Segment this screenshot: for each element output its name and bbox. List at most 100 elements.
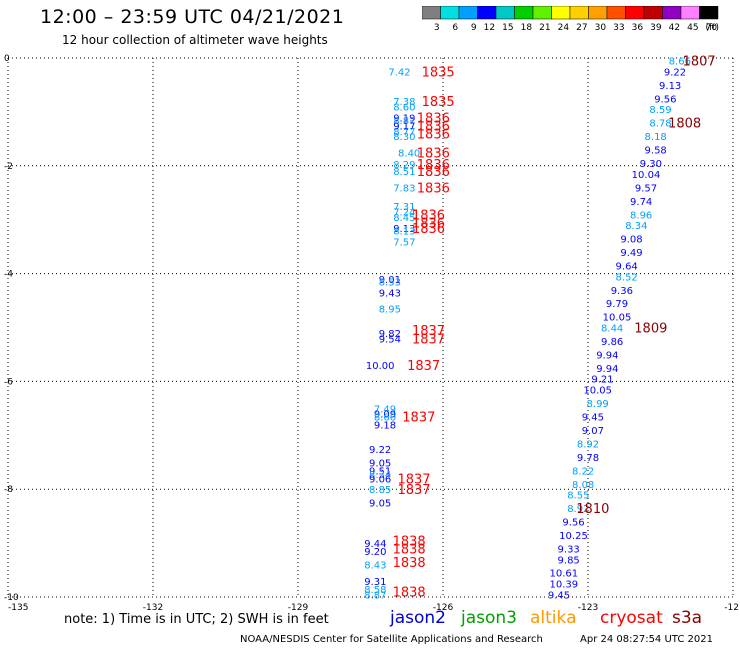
time-label: 1838 xyxy=(393,542,426,557)
chart-subtitle: 12 hour collection of altimeter wave hei… xyxy=(62,33,328,47)
wave-height-point: 8.95 xyxy=(379,305,401,316)
time-label: 1837 xyxy=(402,410,435,425)
wave-height-point: 9.06 xyxy=(369,474,391,485)
colorbar-label: 70 xyxy=(706,23,718,32)
time-label: 1838 xyxy=(393,586,426,601)
wave-height-point: 8.85 xyxy=(369,485,391,496)
wave-height-point: 9.85 xyxy=(558,555,580,566)
time-label: 1810 xyxy=(576,502,609,517)
wave-height-point: 10.04 xyxy=(632,170,661,181)
wave-height-point: 7.24 xyxy=(393,208,415,219)
colorbar-label: 6 xyxy=(452,23,458,32)
wave-height-point: 7.57 xyxy=(393,237,415,248)
wave-height-point: 9.07 xyxy=(582,426,604,437)
time-label: 1807 xyxy=(683,55,716,70)
wave-height-point: 8.60 xyxy=(374,412,396,423)
wave-height-point: 8.22 xyxy=(572,466,594,477)
wave-height-point: 9.31 xyxy=(364,577,386,588)
wave-height-point: 9.45 xyxy=(582,412,604,423)
wave-height-point: 9.21 xyxy=(591,375,613,386)
time-label: 1836 xyxy=(417,158,450,173)
time-label: 1836 xyxy=(412,216,445,231)
time-label: 1837 xyxy=(397,483,430,498)
wave-height-point: 8.34 xyxy=(369,470,391,481)
wave-height-point: 9.05 xyxy=(369,458,391,469)
wave-height-point: 9.79 xyxy=(606,299,628,310)
wave-height-point: 9.86 xyxy=(601,337,623,348)
wave-height-point: 10.39 xyxy=(550,580,579,591)
y-tick-label: 0 xyxy=(4,54,10,64)
legend-jason3: jason3 xyxy=(461,608,517,628)
wave-height-point: 9.74 xyxy=(630,197,652,208)
wave-height-point: 8.66 xyxy=(669,57,691,68)
time-label: 1836 xyxy=(412,222,445,237)
footer-timestamp: Apr 24 08:27:54 UTC 2021 xyxy=(580,634,713,645)
colorbar-label: 15 xyxy=(502,23,513,32)
time-label: 1837 xyxy=(412,324,445,339)
colorbar-swatch xyxy=(699,6,719,20)
wave-height-point: 8.45 xyxy=(393,213,415,224)
colorbar-label: 12 xyxy=(484,23,495,32)
time-label: 1836 xyxy=(417,165,450,180)
wave-height-point: 8.40 xyxy=(398,148,420,159)
colorbar-label: 42 xyxy=(669,23,680,32)
time-label: 1838 xyxy=(393,556,426,571)
wave-height-point: 8.87 xyxy=(393,116,415,127)
wave-height-point: 9.82 xyxy=(379,329,401,340)
wave-height-point: 8.87 xyxy=(364,590,386,601)
colorbar-label: 39 xyxy=(650,23,662,32)
wave-height-point: 8.60 xyxy=(393,103,415,114)
time-label: 1835 xyxy=(422,95,455,110)
wave-height-point: 10.61 xyxy=(550,569,579,580)
wave-height-point: 9.13 xyxy=(659,81,681,92)
wave-height-point: 7.31 xyxy=(393,202,415,213)
wave-height-point: 9.56 xyxy=(654,94,676,105)
legend-jason2: jason2 xyxy=(390,608,446,628)
wave-height-point: 8.92 xyxy=(567,504,589,515)
wave-height-point: 8.59 xyxy=(649,105,671,116)
wave-height-point: 8.34 xyxy=(625,221,647,232)
wave-height-point: 9.57 xyxy=(635,183,657,194)
colorbar-label: 27 xyxy=(576,23,587,32)
wave-height-point: 9.51 xyxy=(369,466,391,477)
wave-height-point: 9.94 xyxy=(596,350,618,361)
legend-s3a: s3a xyxy=(672,608,703,628)
wave-height-point: 9.33 xyxy=(558,544,580,555)
wave-height-point: 9.05 xyxy=(369,499,391,510)
colorbar-label: 21 xyxy=(539,23,550,32)
colorbar-label: 3 xyxy=(434,23,440,32)
wave-height-point: 9.78 xyxy=(577,453,599,464)
wave-height-point: 9.36 xyxy=(611,286,633,297)
units-note: note: 1) Time is in UTC; 2) SWH is in fe… xyxy=(64,612,329,627)
wave-height-point: 9.09 xyxy=(374,410,396,421)
wave-height-point: 7.49 xyxy=(374,404,396,415)
wave-height-point: 9.64 xyxy=(616,262,638,273)
wave-height-point: 8.52 xyxy=(616,272,638,283)
wave-height-point: 8.78 xyxy=(649,119,671,130)
colorbar-label: 9 xyxy=(471,23,477,32)
colorbar-label: 33 xyxy=(613,23,624,32)
colorbar-label: 18 xyxy=(521,23,533,32)
time-label: 1838 xyxy=(393,534,426,549)
wave-height-point: 8.53 xyxy=(379,278,401,289)
time-label: 1836 xyxy=(417,146,450,161)
colorbar-label: 30 xyxy=(595,23,607,32)
colorbar-label: 24 xyxy=(558,23,570,32)
wave-height-point: 9.43 xyxy=(379,288,401,299)
wave-height-point: 8.58 xyxy=(364,585,386,596)
x-tick-label: -129 xyxy=(288,603,309,613)
wave-height-point: 9.08 xyxy=(620,235,642,246)
wave-height-point: 9.30 xyxy=(640,159,662,170)
wave-height-point: 8.08 xyxy=(572,480,594,491)
wave-height-point: 8.44 xyxy=(601,324,623,335)
x-tick-label: -12 xyxy=(724,603,739,613)
wave-height-point: 8.13 xyxy=(393,226,415,237)
time-label: 1836 xyxy=(412,208,445,223)
wave-height-point: 9.18 xyxy=(374,421,396,432)
wave-height-point: 9.22 xyxy=(664,67,686,78)
time-label: 1808 xyxy=(668,117,701,132)
wave-height-point: 9.22 xyxy=(369,445,391,456)
wave-height-point: 10.05 xyxy=(583,385,612,396)
x-tick-label: -126 xyxy=(433,603,454,613)
y-tick-label: -8 xyxy=(4,485,13,495)
